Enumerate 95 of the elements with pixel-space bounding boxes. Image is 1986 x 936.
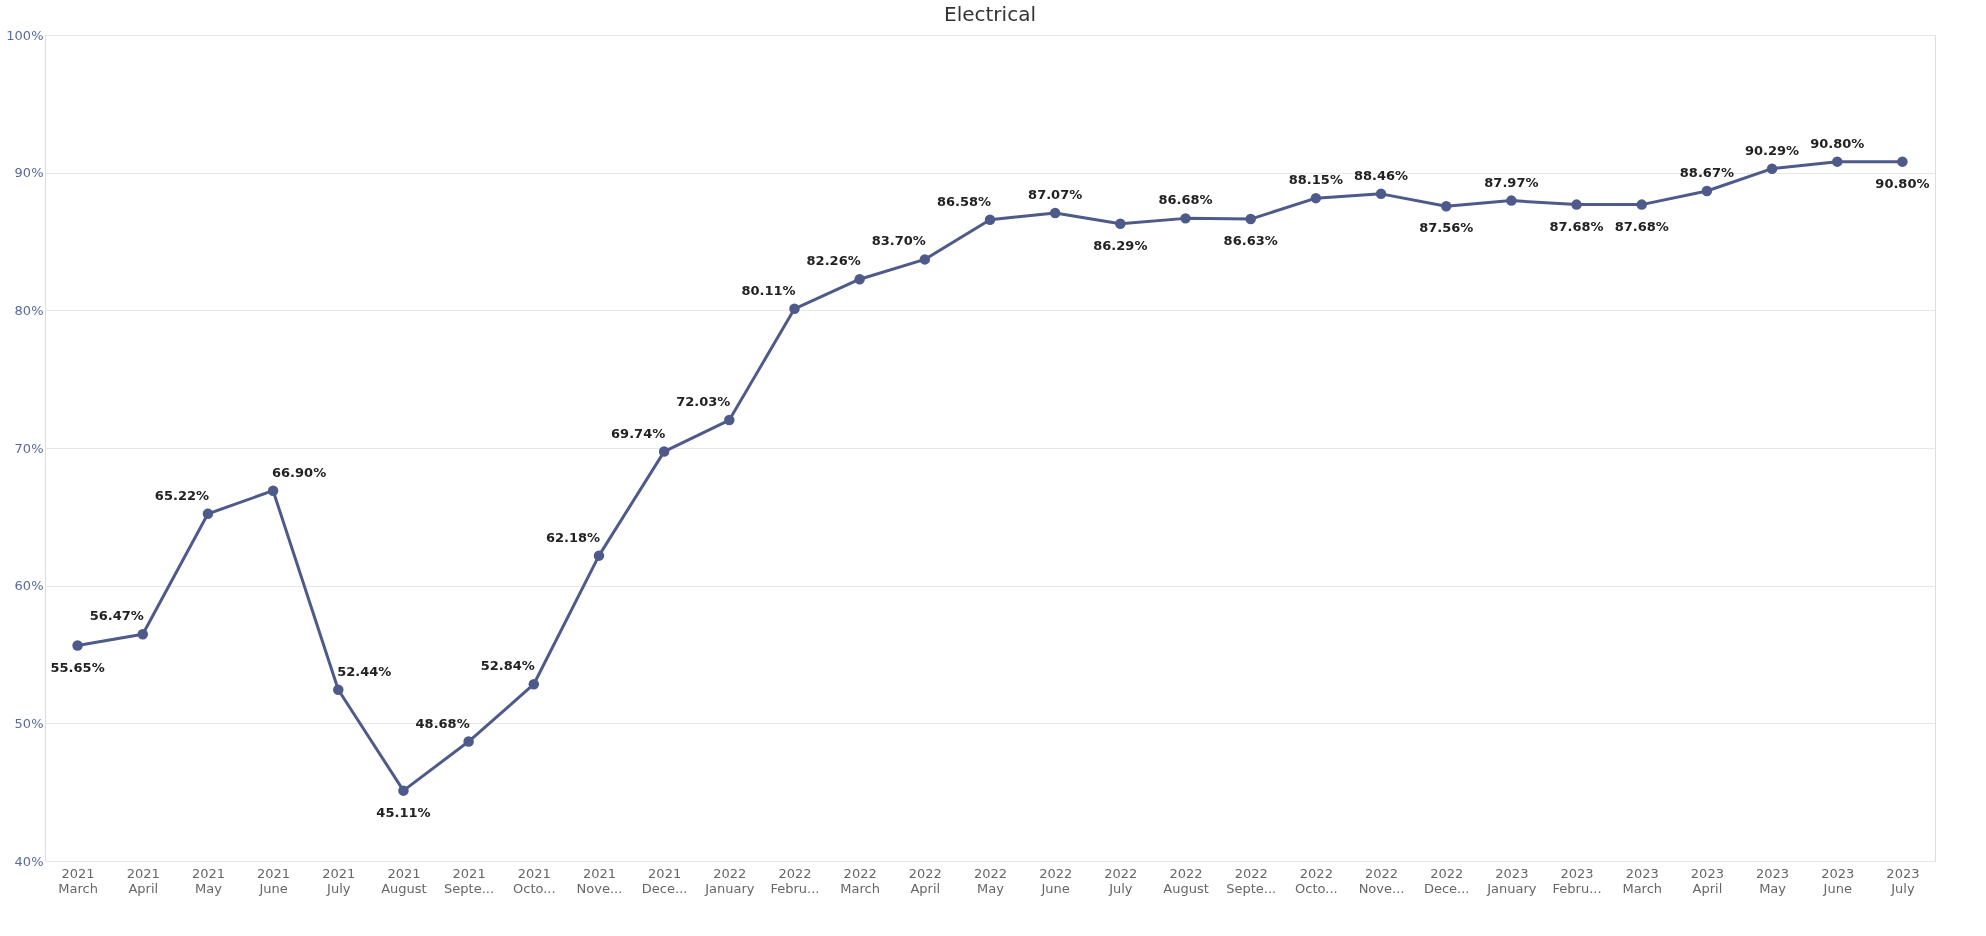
point: [1440, 201, 1452, 212]
point: [72, 640, 83, 651]
x-tick-label: 2022 Septe...: [1226, 865, 1277, 896]
x-tick-label: 2022 Dece...: [1423, 865, 1470, 896]
data-label: 90.80%: [1875, 175, 1930, 191]
data-label: 88.15%: [1288, 172, 1343, 188]
point: [267, 485, 279, 496]
point: [1049, 207, 1061, 219]
point: [593, 550, 605, 561]
x-tick-label: 2023 Febru...: [1552, 865, 1602, 896]
x-tick-label: 2022 January: [704, 865, 755, 896]
point: [919, 254, 931, 265]
data-label: 86.68%: [1158, 192, 1213, 208]
data-label: 87.07%: [1028, 187, 1083, 202]
data-label: 52.84%: [480, 658, 535, 674]
point: [1375, 188, 1387, 200]
point: [658, 446, 670, 457]
data-label: 87.97%: [1484, 174, 1539, 190]
point: [398, 785, 409, 796]
data-label: 87.56%: [1419, 220, 1474, 236]
data-label: 87.68%: [1549, 218, 1604, 234]
data-label: 66.90%: [272, 464, 327, 480]
data-label: 82.26%: [806, 253, 861, 269]
data-label: 90.80%: [1810, 135, 1865, 151]
data-label: 56.47%: [89, 608, 144, 624]
point: [1832, 156, 1843, 167]
x-tick-label: 2021 July: [322, 865, 356, 896]
x-tick-label: 2023 April: [1690, 865, 1724, 896]
x-tick-label: 2022 Octo...: [1295, 865, 1338, 896]
data-label: 86.58%: [936, 193, 992, 209]
point: [724, 414, 735, 426]
x-tick-label: 2023 March: [1622, 865, 1663, 896]
x-tick-label: 2022 Nove...: [1358, 865, 1405, 896]
point: [1310, 192, 1322, 204]
x-tick-label: 2022 April: [908, 865, 942, 896]
point: [854, 273, 865, 285]
point: [463, 736, 474, 747]
point: [1180, 213, 1191, 224]
point: [984, 214, 996, 225]
point: [528, 679, 540, 690]
point: [1115, 218, 1126, 229]
x-tick-label: 2023 June: [1821, 865, 1855, 896]
x-tick-label: 2023 May: [1756, 865, 1790, 896]
x-tick-label: 2023 January: [1486, 865, 1537, 896]
x-tick-label: 2021 Nove...: [576, 865, 623, 896]
data-label: 69.74%: [611, 425, 666, 441]
point: [1766, 163, 1778, 174]
y-tick-label: 90%: [14, 165, 44, 181]
data-label: 90.29%: [1744, 142, 1800, 158]
y-tick-label: 50%: [14, 715, 44, 731]
y-tick-label: 100%: [6, 27, 44, 43]
point: [1571, 199, 1582, 210]
x-tick-label: 2022 June: [1039, 865, 1073, 896]
data-label: 83.70%: [871, 233, 926, 249]
y-tick-label: 70%: [14, 440, 44, 456]
x-tick-label: 2022 August: [1163, 865, 1209, 896]
point: [1701, 185, 1713, 197]
data-label: 48.68%: [415, 715, 470, 731]
chart-title: Electrical: [944, 2, 1036, 26]
x-tick-label: 2021 June: [257, 865, 291, 896]
data-label: 55.65%: [50, 659, 105, 675]
x-tick-label: 2022 July: [1104, 865, 1138, 896]
data-label: 52.44%: [337, 663, 392, 679]
data-label: 65.22%: [154, 487, 210, 503]
point: [1245, 213, 1256, 225]
point: [1636, 199, 1647, 210]
x-tick-label: 2022 Febru...: [770, 865, 820, 896]
x-tick-label: 2021 August: [381, 865, 427, 896]
x-tick-label: 2021 March: [58, 865, 98, 896]
x-tick-label: 2022 March: [840, 865, 880, 896]
y-tick-label: 60%: [14, 578, 44, 594]
point: [1897, 156, 1908, 167]
point: [789, 303, 800, 315]
x-tick-label: 2022 May: [973, 865, 1008, 896]
point: [202, 508, 214, 520]
x-tick-label: 2021 May: [191, 865, 225, 896]
x-tick-label: 2021 April: [126, 865, 160, 896]
point: [333, 684, 344, 695]
point: [1506, 195, 1517, 206]
data-label: 86.29%: [1093, 237, 1148, 253]
x-tick-label: 2021 Dece...: [641, 865, 688, 896]
data-label: 86.63%: [1223, 233, 1278, 249]
data-label: 87.68%: [1614, 218, 1669, 234]
data-label: 88.46%: [1353, 167, 1409, 183]
data-label: 45.11%: [376, 804, 431, 820]
data-label: 62.18%: [545, 529, 601, 545]
data-label: 80.11%: [741, 282, 796, 298]
x-tick-label: 2023 July: [1886, 865, 1920, 896]
data-label: 88.67%: [1679, 164, 1734, 180]
x-tick-label: 2021 Octo...: [512, 865, 556, 896]
data-label: 72.03%: [676, 394, 731, 410]
y-tick-label: 80%: [14, 302, 44, 318]
point: [137, 629, 148, 640]
y-tick-label: 40%: [14, 853, 44, 869]
x-tick-label: 2021 Septe...: [444, 865, 495, 896]
